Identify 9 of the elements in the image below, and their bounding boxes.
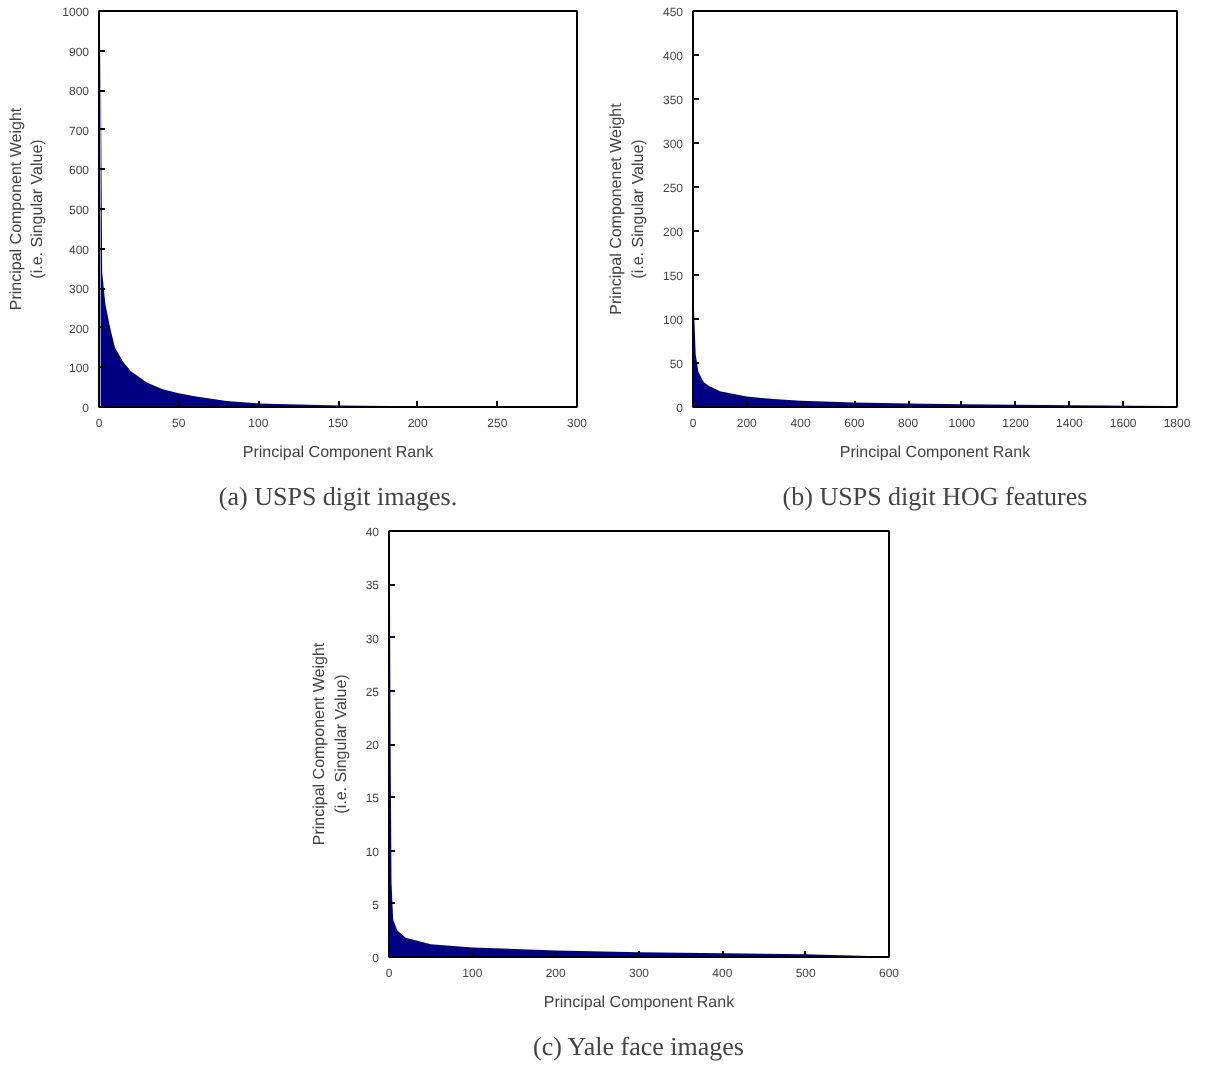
x-axis-title: Principal Component Rank — [543, 993, 737, 1011]
text: (a) USPS digit images. — [218, 481, 458, 511]
text: (c) Yale face images — [533, 1031, 744, 1061]
x-axis-title: Principal Component Rank — [242, 443, 436, 461]
y-axis-title: Principal Componenet Weight (i.e. Singular Value) — [607, 101, 647, 315]
y-axis-title: Principal Component Weight (i.e. Singular Value) — [310, 641, 350, 846]
y-axis-title: Principal Component Weight (i.e. Singular Value) — [6, 106, 47, 311]
x-axis-title: Principal Component Rank — [839, 443, 1033, 461]
text: (b) USPS digit HOG features — [782, 481, 1088, 511]
